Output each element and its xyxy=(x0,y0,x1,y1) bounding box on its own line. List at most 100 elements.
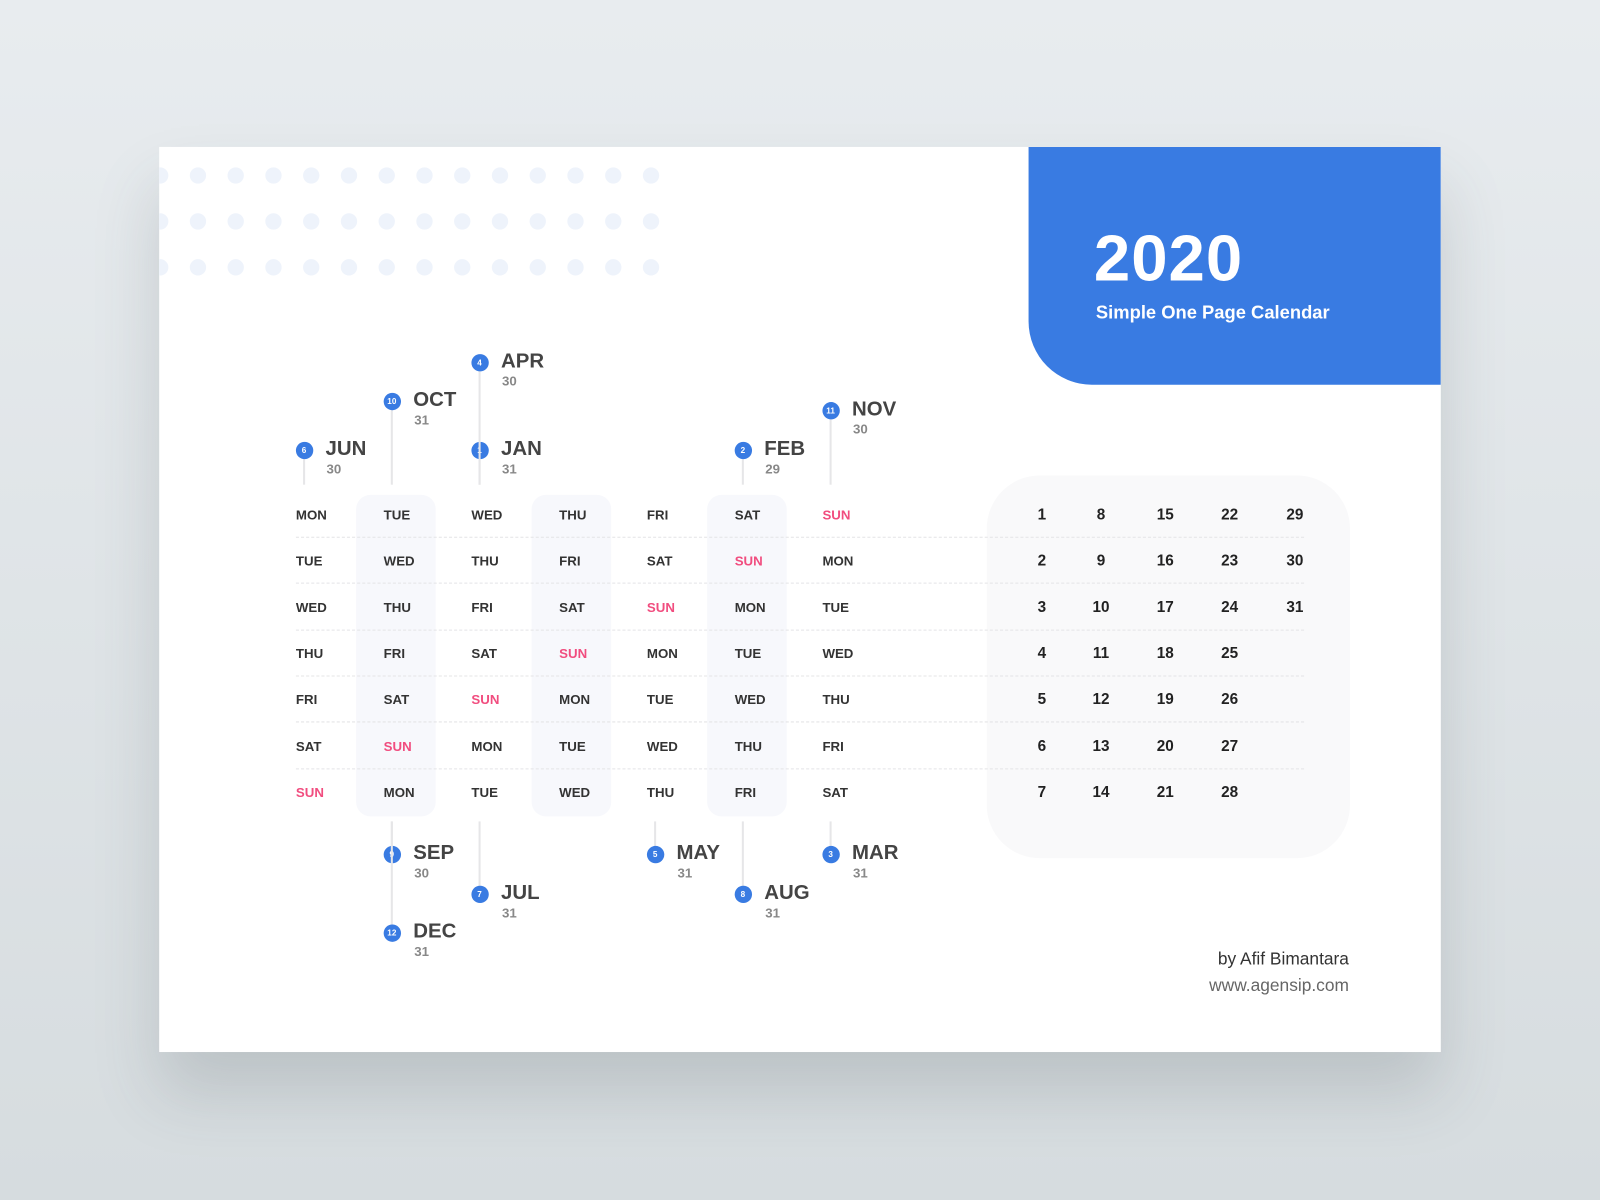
month-number-badge: 10 xyxy=(383,392,401,410)
month-number-badge: 6 xyxy=(295,441,313,459)
marker-stem xyxy=(303,449,306,485)
author: by Afif Bimantara xyxy=(1217,948,1349,969)
month-days: 30 xyxy=(853,421,868,437)
dot xyxy=(567,259,584,276)
month-days: 31 xyxy=(677,865,693,881)
dot xyxy=(642,213,660,230)
month-days: 30 xyxy=(326,461,342,477)
dot xyxy=(567,213,584,230)
weekday-label: SUN xyxy=(295,784,324,800)
dot xyxy=(454,259,471,276)
dot xyxy=(378,259,395,276)
dot xyxy=(491,213,509,230)
weekday-label: MON xyxy=(295,507,327,523)
month-days: 31 xyxy=(502,461,517,477)
month-number-badge: 5 xyxy=(646,845,664,863)
dot xyxy=(454,167,471,184)
date-cell: 28 xyxy=(1221,783,1239,801)
date-cell: 15 xyxy=(1156,506,1174,524)
dot xyxy=(159,259,169,276)
website-link[interactable]: www.agensip.com xyxy=(1209,975,1349,995)
date-cell: 4 xyxy=(1037,644,1047,663)
dot xyxy=(303,167,320,184)
weekday-label: MON xyxy=(734,599,766,615)
dot xyxy=(454,213,471,230)
marker-stem xyxy=(829,410,832,485)
weekday-label: FRI xyxy=(559,553,581,569)
date-cell: 1 xyxy=(1037,506,1047,524)
date-cell: 11 xyxy=(1092,644,1110,663)
month-number-badge: 4 xyxy=(470,353,489,371)
date-cell: 31 xyxy=(1286,598,1304,616)
dot xyxy=(491,167,509,184)
month-days: 31 xyxy=(414,943,430,960)
row-divider xyxy=(295,629,1305,631)
month-number-badge: 3 xyxy=(821,845,840,863)
date-cell: 10 xyxy=(1092,598,1110,616)
date-cell: 18 xyxy=(1156,644,1174,663)
marker-stem xyxy=(654,821,657,855)
month-name: APR xyxy=(501,349,545,373)
dot xyxy=(416,213,433,230)
weekday-label: THU xyxy=(646,784,675,800)
marker-stem xyxy=(478,821,481,894)
month-days: 30 xyxy=(414,865,430,881)
weekday-label: WED xyxy=(559,784,591,800)
date-cell: 5 xyxy=(1037,691,1047,709)
dot xyxy=(189,213,207,230)
date-cell: 6 xyxy=(1037,737,1047,755)
dot xyxy=(529,259,546,276)
weekday-label: WED xyxy=(646,738,678,754)
date-cell: 27 xyxy=(1221,737,1239,755)
weekday-label: SUN xyxy=(646,599,675,615)
dot xyxy=(605,167,622,184)
weekday-label: SAT xyxy=(471,645,497,662)
date-cell: 21 xyxy=(1156,783,1174,801)
weekday-label: FRI xyxy=(295,692,318,708)
weekday-label: WED xyxy=(822,645,854,662)
weekday-label: TUE xyxy=(734,645,762,662)
dot xyxy=(567,167,584,184)
weekday-label: SUN xyxy=(383,738,412,754)
dot xyxy=(605,213,622,230)
date-cell: 20 xyxy=(1156,737,1174,755)
month-number-badge: 11 xyxy=(821,401,840,419)
date-cell: 16 xyxy=(1156,552,1174,570)
date-cell: 2 xyxy=(1037,552,1047,570)
month-number-badge: 12 xyxy=(383,923,401,942)
dot xyxy=(491,259,509,276)
weekday-label: TUE xyxy=(383,507,411,523)
month-days: 30 xyxy=(502,373,517,389)
marker-stem xyxy=(478,362,481,485)
month-number-badge: 8 xyxy=(734,885,752,903)
dot xyxy=(265,259,282,276)
weekday-label: MON xyxy=(822,553,854,569)
month-name: JUL xyxy=(501,881,540,905)
month-days: 31 xyxy=(765,905,781,921)
dot xyxy=(227,213,244,230)
marker-stem xyxy=(829,821,832,855)
dot xyxy=(416,259,433,276)
weekday-label: MON xyxy=(646,645,678,662)
dot xyxy=(378,167,395,184)
weekday-label: TUE xyxy=(822,599,849,615)
subtitle: Simple One Page Calendar xyxy=(1095,302,1330,323)
month-name: MAY xyxy=(676,841,721,865)
weekday-label: SUN xyxy=(471,692,500,708)
dot xyxy=(416,167,433,184)
dot xyxy=(159,167,169,184)
weekday-label: SUN xyxy=(734,553,763,569)
column-highlight xyxy=(707,494,787,817)
month-days: 31 xyxy=(853,865,868,881)
marker-stem xyxy=(390,401,393,485)
weekday-label: TUE xyxy=(559,738,586,754)
month-name: OCT xyxy=(413,388,457,412)
month-name: NOV xyxy=(852,397,897,421)
dot xyxy=(529,213,546,230)
month-name: SEP xyxy=(413,841,455,865)
weekday-label: SAT xyxy=(822,784,849,800)
column-highlight xyxy=(531,494,612,817)
dot xyxy=(189,259,207,276)
weekday-label: MON xyxy=(383,784,415,800)
row-divider xyxy=(295,536,1305,538)
